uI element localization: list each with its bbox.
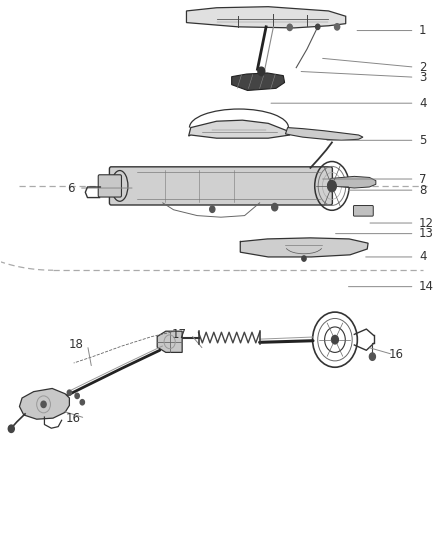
Polygon shape <box>157 331 182 352</box>
Text: 8: 8 <box>419 184 426 197</box>
Text: 16: 16 <box>66 411 81 425</box>
Polygon shape <box>187 7 346 28</box>
Text: 7: 7 <box>419 173 426 185</box>
Circle shape <box>210 206 215 213</box>
Text: 13: 13 <box>419 227 434 240</box>
Circle shape <box>332 335 339 344</box>
Text: 16: 16 <box>389 348 404 361</box>
Text: 17: 17 <box>171 328 187 341</box>
Circle shape <box>287 24 292 30</box>
Circle shape <box>328 181 336 191</box>
FancyBboxPatch shape <box>353 206 373 216</box>
Text: 1: 1 <box>419 24 426 37</box>
Text: 14: 14 <box>419 280 434 293</box>
Text: 18: 18 <box>68 338 83 351</box>
Text: 2: 2 <box>419 61 426 74</box>
Polygon shape <box>19 389 69 419</box>
FancyBboxPatch shape <box>98 175 121 197</box>
Circle shape <box>272 204 278 211</box>
Text: 4: 4 <box>419 251 426 263</box>
Text: 3: 3 <box>419 71 426 84</box>
Circle shape <box>80 400 85 405</box>
Circle shape <box>302 256 306 261</box>
Text: 5: 5 <box>419 134 426 147</box>
Polygon shape <box>232 73 285 91</box>
FancyBboxPatch shape <box>110 167 332 205</box>
Circle shape <box>41 401 46 408</box>
Circle shape <box>67 390 71 395</box>
Circle shape <box>335 23 340 30</box>
Polygon shape <box>189 120 290 138</box>
Text: 6: 6 <box>67 182 74 195</box>
Circle shape <box>258 67 265 76</box>
Text: 4: 4 <box>419 96 426 110</box>
Polygon shape <box>331 176 376 188</box>
Circle shape <box>8 425 14 432</box>
Polygon shape <box>286 127 363 140</box>
Polygon shape <box>240 238 368 257</box>
Text: 12: 12 <box>419 216 434 230</box>
Circle shape <box>316 24 320 29</box>
Circle shape <box>75 393 79 399</box>
Circle shape <box>369 353 375 360</box>
